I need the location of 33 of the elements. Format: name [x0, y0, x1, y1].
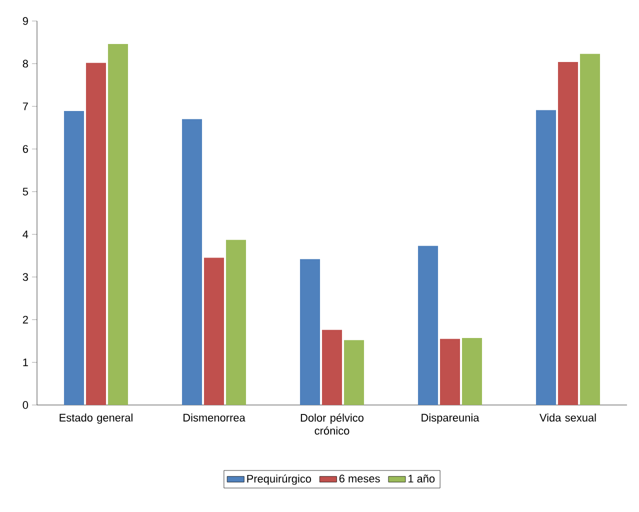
bar: [322, 330, 342, 405]
y-tick-label: 6: [22, 145, 28, 153]
y-tick-label: 9: [22, 17, 28, 25]
y-tick-label: 7: [22, 102, 28, 110]
legend-label: 6 meses: [339, 474, 380, 482]
legend-label: Prequirúrgico: [247, 474, 312, 485]
bar: [418, 246, 438, 405]
y-tick-label: 0: [22, 401, 28, 409]
y-tick-label: 4: [22, 230, 28, 238]
y-tick-label: 8: [22, 60, 28, 68]
y-tick-label: 5: [22, 188, 28, 196]
x-tick-label: Dolor pélvico crónico: [300, 414, 364, 435]
bar: [64, 111, 84, 405]
x-tick-label: Dispareunia: [422, 414, 480, 424]
bar: [86, 62, 106, 405]
y-tick-label: 3: [22, 273, 28, 281]
bar: [182, 119, 202, 405]
bar: [462, 338, 482, 405]
y-tick-label: 1: [23, 358, 28, 366]
legend-label: 1 año: [408, 474, 435, 483]
x-tick-label: Dismenorrea: [184, 414, 246, 422]
bar: [300, 259, 320, 405]
bar: [580, 54, 600, 405]
bar: [440, 338, 460, 405]
bar: [108, 44, 128, 405]
bar: [204, 258, 224, 405]
x-tick-label: Estado general: [60, 414, 132, 424]
bar: [558, 62, 578, 405]
x-tick-label: Vida sexual: [540, 414, 596, 422]
bar: [536, 110, 556, 405]
y-tick-label: 2: [22, 316, 28, 324]
bar: [226, 240, 246, 405]
bar: [344, 340, 364, 405]
